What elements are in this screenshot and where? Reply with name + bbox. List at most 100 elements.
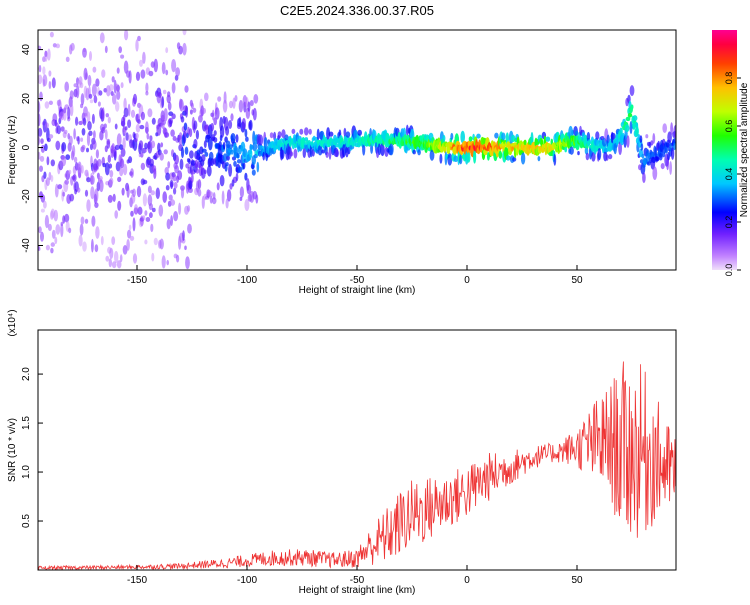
spectrogram-cell <box>512 157 517 162</box>
spectrogram-cell <box>187 223 192 234</box>
spectrogram-cell <box>639 135 643 144</box>
spectrogram-cell <box>40 138 44 145</box>
spectrogram-cell <box>38 246 41 251</box>
spectrogram-cell <box>116 67 120 74</box>
colorbar-label: Normalized spectral amplitude <box>739 82 750 217</box>
spectrogram-cell <box>245 136 249 142</box>
spectrogram-cell <box>38 100 41 114</box>
spectrogram-cell <box>174 154 180 165</box>
spectrogram-cell <box>111 236 116 246</box>
spectrogram-cell <box>193 120 198 130</box>
spectrogram-cell <box>170 129 175 137</box>
spectrogram-cell <box>65 56 70 62</box>
spectrogram-cell <box>268 146 273 156</box>
spectrogram-cell <box>169 120 173 127</box>
spectrogram-cell <box>258 134 264 146</box>
spectrogram-cell <box>42 74 48 87</box>
spectrogram-cell <box>498 150 503 159</box>
spectrogram-cell <box>221 190 225 205</box>
spectrogram-cell <box>42 118 48 133</box>
spectrogram-cell <box>89 99 94 104</box>
spectrogram-cell <box>120 158 125 169</box>
spectrogram-cell <box>120 120 126 127</box>
spectrogram-cell <box>117 200 122 211</box>
spectrogram-cell <box>60 223 64 238</box>
spectrogram-cell <box>39 165 43 172</box>
spectrogram-cell <box>132 217 136 232</box>
spectrogram-cell <box>127 119 132 128</box>
spectrogram-cell <box>77 161 82 176</box>
spectrogram-cell <box>219 125 225 138</box>
spectrogram-cell <box>188 180 193 190</box>
spectrogram-cell <box>244 128 248 138</box>
spectrogram-heatmap <box>38 30 676 270</box>
spectrogram-cell <box>192 107 197 113</box>
spectrogram-cell <box>95 149 99 159</box>
spectrogram-cell <box>619 127 623 136</box>
spectrogram-cell <box>60 126 65 132</box>
spectrogram-cell <box>168 194 173 201</box>
x-tick-label: -50 <box>350 575 365 586</box>
spectrogram-cell <box>224 164 228 172</box>
spectrogram-cell <box>65 154 71 161</box>
spectrogram-cell <box>128 224 132 231</box>
spectrogram-cell <box>116 84 121 92</box>
spectrogram-cell <box>80 137 84 142</box>
spectrogram-cell <box>122 245 128 255</box>
spectrogram-cell <box>195 168 200 174</box>
spectrogram-cell <box>417 149 421 156</box>
spectrogram-cell <box>645 134 649 139</box>
spectrogram-cell <box>40 231 44 242</box>
spectrogram-cell <box>153 168 157 180</box>
spectrogram-cell <box>180 116 185 123</box>
spectrogram-cell <box>53 209 58 222</box>
spectrogram-cell <box>673 137 676 144</box>
spectrogram-frame <box>37 29 677 271</box>
colorbar: 0.0 0.2 0.4 0.6 0.8 Normalized spectral ampl… <box>712 30 750 276</box>
spectrogram-cell <box>213 137 218 143</box>
spectrogram-cell <box>181 147 184 159</box>
spectrogram-cell <box>159 152 164 161</box>
spectrogram-cell <box>193 138 198 149</box>
spectrogram-cell <box>95 78 100 87</box>
spectrogram-panel: -150 -100 -50 0 50 -40 -20 0 20 40 Height of str… <box>7 29 677 296</box>
spectrogram-cell <box>178 202 182 215</box>
spectrogram-cell <box>588 140 591 145</box>
y-tick-label: 40 <box>21 44 32 56</box>
spectrogram-cell <box>189 109 193 115</box>
spectrogram-cell <box>145 82 149 93</box>
spectrogram-cell <box>641 153 645 159</box>
spectrogram-cell <box>186 205 191 212</box>
spectrogram-cell <box>179 158 184 170</box>
spectrogram-cell <box>171 113 176 120</box>
spectrogram-cell <box>99 32 105 44</box>
spectrogram-cell <box>123 97 127 111</box>
spectrogram-cell <box>605 154 609 161</box>
spectrogram-cell <box>104 45 108 54</box>
snr-scale-label: (x10⁴) <box>7 309 18 336</box>
spectrogram-cell <box>209 191 214 198</box>
spectrogram-cell <box>328 146 332 160</box>
spectrogram-cell <box>94 202 99 209</box>
spectrogram-cell <box>86 111 91 123</box>
spectrogram-cell <box>174 165 180 174</box>
spectrogram-cell <box>133 204 139 216</box>
spectrogram-cell <box>626 135 630 148</box>
spectrogram-cell <box>117 176 122 183</box>
spectrogram-cell <box>206 165 212 177</box>
spectrogram-cell <box>81 165 84 174</box>
spectrogram-cell <box>225 198 229 209</box>
spectrogram-cell <box>236 159 242 164</box>
spectrogram-cell <box>183 122 188 131</box>
spectrogram-cell <box>625 116 631 122</box>
spectrogram-cell <box>127 229 132 239</box>
spectrogram-cell <box>70 42 75 51</box>
spectrogram-cell <box>234 95 238 102</box>
spectrogram-cell <box>147 185 152 194</box>
spectrogram-cell <box>91 238 94 253</box>
spectrogram-cell <box>140 162 146 171</box>
y-tick-label: 2.0 <box>21 367 32 381</box>
spectrogram-cell <box>140 111 145 121</box>
spectrogram-cell <box>256 161 260 173</box>
spectrogram-cell <box>597 148 602 161</box>
